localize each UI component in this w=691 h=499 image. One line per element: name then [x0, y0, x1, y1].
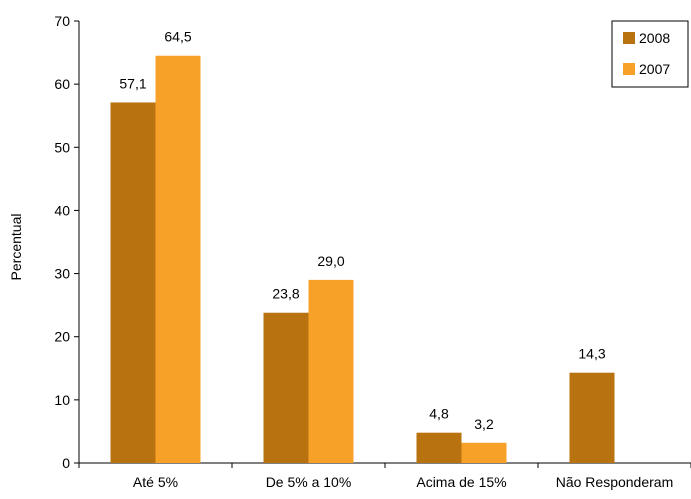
data-label: 14,3 — [578, 346, 605, 362]
y-tick-label: 50 — [54, 139, 70, 155]
bar-2008 — [416, 432, 462, 463]
bar-2007 — [155, 55, 201, 463]
legend: 2008 2007 — [611, 20, 689, 88]
bar-2007 — [461, 442, 507, 463]
bar-2008 — [263, 312, 309, 463]
y-tick-label: 20 — [54, 329, 70, 345]
legend-label: 2007 — [639, 61, 670, 77]
y-tick-label: 40 — [54, 202, 70, 218]
bar-2007 — [308, 279, 354, 463]
data-labels: 57,1 64,5 23,8 29,0 4,8 3,2 14,3 — [119, 29, 605, 432]
data-label: 64,5 — [164, 29, 191, 45]
data-label: 23,8 — [272, 286, 299, 302]
legend-swatch-2007 — [623, 63, 635, 75]
x-category-label: Não Responderam — [556, 474, 674, 490]
legend-swatch-2008 — [623, 32, 635, 44]
bar-2008 — [110, 102, 156, 463]
y-tick-label: 70 — [54, 13, 70, 29]
x-category-label: De 5% a 10% — [266, 474, 352, 490]
bars — [110, 55, 615, 463]
y-tick-label: 0 — [62, 455, 70, 471]
data-label: 57,1 — [119, 75, 146, 91]
bar-2008 — [569, 372, 615, 463]
y-axis-title: Percentual — [8, 214, 24, 281]
y-tick-label: 30 — [54, 266, 70, 282]
data-label: 4,8 — [429, 406, 449, 422]
data-label: 3,2 — [474, 416, 494, 432]
axes: 0 10 20 30 40 50 60 70 Até 5% De 5% a 10% Acima de… — [54, 13, 691, 490]
y-tick-label: 60 — [54, 76, 70, 92]
data-label: 29,0 — [317, 253, 344, 269]
x-category-label: Até 5% — [133, 474, 178, 490]
x-category-label: Acima de 15% — [416, 474, 506, 490]
y-tick-label: 10 — [54, 392, 70, 408]
legend-label: 2008 — [639, 30, 670, 46]
